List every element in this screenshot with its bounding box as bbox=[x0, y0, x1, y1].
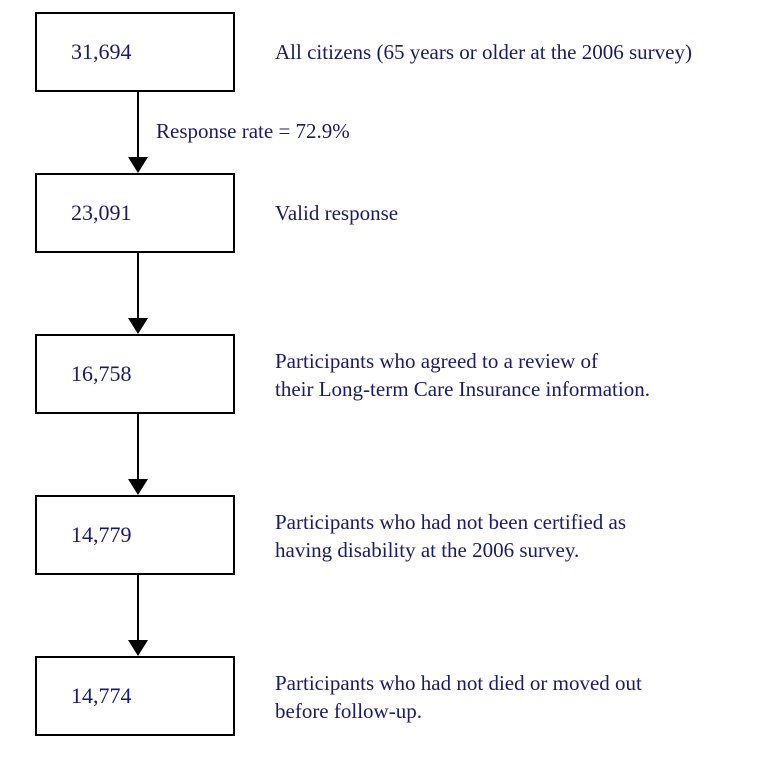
flow-arrow bbox=[128, 575, 148, 656]
flow-node-box: 14,774 bbox=[35, 656, 235, 736]
flow-node-label-line: their Long-term Care Insurance informati… bbox=[275, 375, 650, 403]
flow-arrow-head bbox=[128, 479, 148, 495]
flow-node-label: Participants who had not been certified … bbox=[275, 508, 626, 565]
flow-arrow-shaft bbox=[137, 92, 139, 157]
flow-node-label-line: Participants who agreed to a review of bbox=[275, 347, 650, 375]
flow-node-label-line: Valid response bbox=[275, 199, 398, 227]
flow-node-box: 23,091 bbox=[35, 173, 235, 253]
flow-arrow-shaft bbox=[137, 253, 139, 318]
flowchart-canvas: 31,694 All citizens (65 years or older at… bbox=[0, 0, 760, 776]
flow-node-label: Participants who had not died or moved o… bbox=[275, 669, 642, 726]
flow-node-label-line: All citizens (65 years or older at the 2… bbox=[275, 38, 692, 66]
flow-arrow-head bbox=[128, 318, 148, 334]
flow-node-value: 14,779 bbox=[71, 522, 132, 548]
flow-arrow bbox=[128, 414, 148, 495]
flow-edge-label: Response rate = 72.9% bbox=[156, 119, 350, 144]
flow-node-box: 16,758 bbox=[35, 334, 235, 414]
flow-node-label-line: Participants who had not been certified … bbox=[275, 508, 626, 536]
flow-node-label: Valid response bbox=[275, 199, 398, 227]
flow-arrow bbox=[128, 253, 148, 334]
flow-node-value: 16,758 bbox=[71, 361, 132, 387]
flow-node-label-line: having disability at the 2006 survey. bbox=[275, 536, 626, 564]
flow-node-value: 14,774 bbox=[71, 683, 132, 709]
flow-node-value: 31,694 bbox=[71, 39, 132, 65]
flow-node-value: 23,091 bbox=[71, 200, 132, 226]
flow-arrow bbox=[128, 92, 148, 173]
flow-node-box: 31,694 bbox=[35, 12, 235, 92]
flow-arrow-shaft bbox=[137, 414, 139, 479]
flow-arrow-head bbox=[128, 157, 148, 173]
flow-node-label: Participants who agreed to a review ofth… bbox=[275, 347, 650, 404]
flow-node-label-line: before follow-up. bbox=[275, 697, 642, 725]
flow-node-label-line: Participants who had not died or moved o… bbox=[275, 669, 642, 697]
flow-arrow-shaft bbox=[137, 575, 139, 640]
flow-arrow-head bbox=[128, 640, 148, 656]
flow-node-label: All citizens (65 years or older at the 2… bbox=[275, 38, 692, 66]
flow-node-box: 14,779 bbox=[35, 495, 235, 575]
